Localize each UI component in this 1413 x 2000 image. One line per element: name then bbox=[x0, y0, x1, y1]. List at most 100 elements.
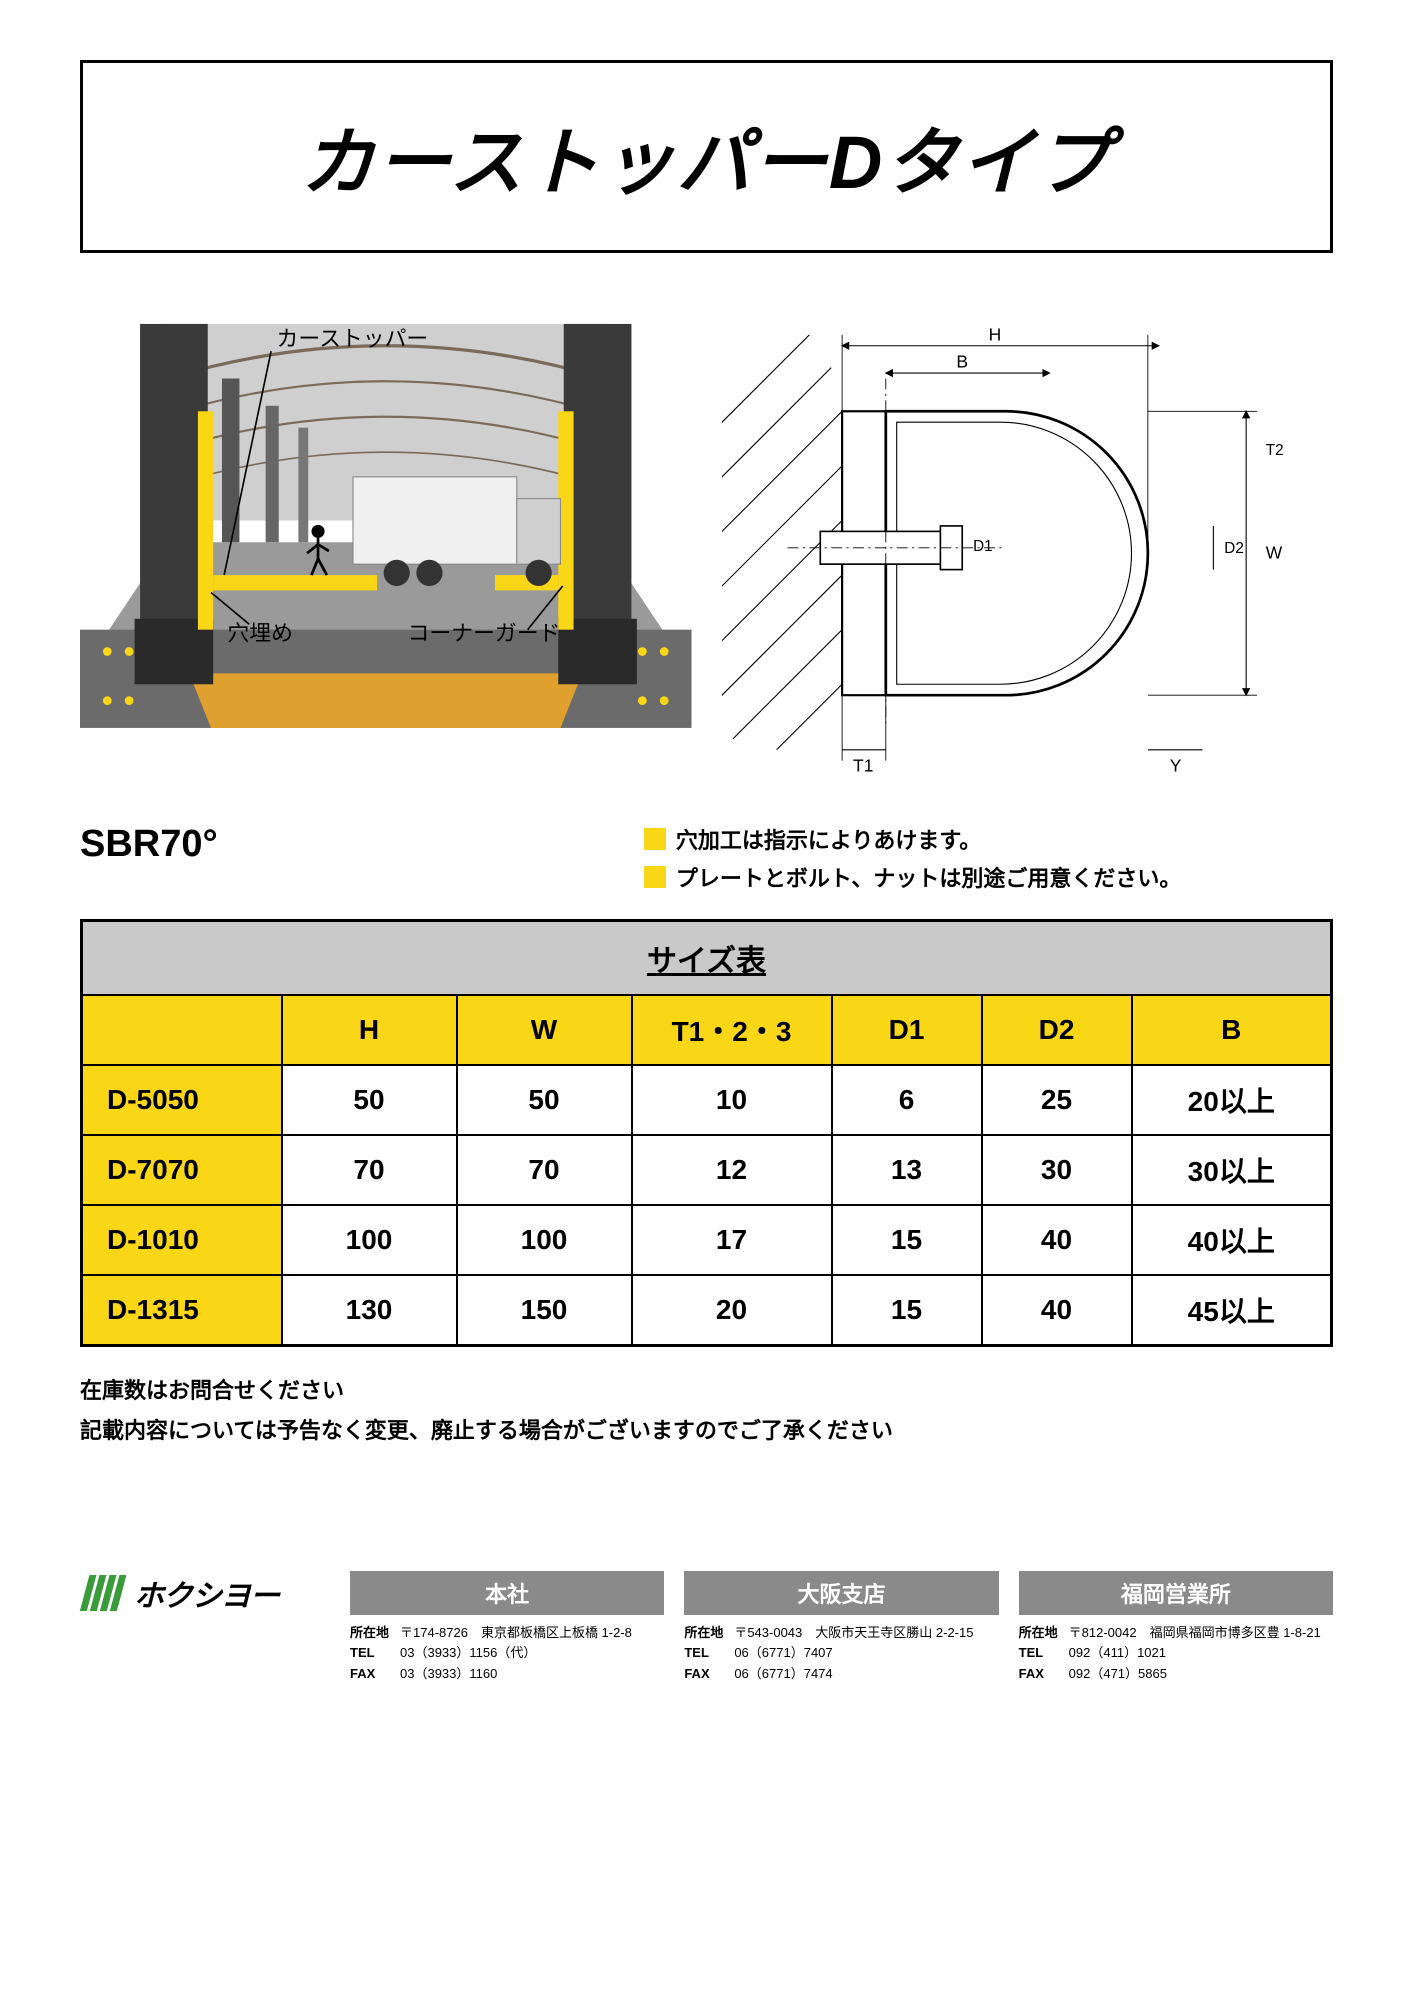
notes-block: 穴加工は指示によりあけます。 プレートとボルト、ナットは別途ご用意ください。 bbox=[644, 823, 1333, 899]
office-body: 所在地〒174-8726 東京都板橋区上板橋 1-2-8TEL03（3933）1… bbox=[350, 1623, 664, 1685]
table-cell: 40以上 bbox=[1132, 1205, 1332, 1275]
office-info-row: TEL 03（3933）1156（代） bbox=[350, 1643, 664, 1664]
table-cell: 150 bbox=[457, 1275, 632, 1346]
mid-row: SBR70° 穴加工は指示によりあけます。 プレートとボルト、ナットは別途ご用意… bbox=[80, 823, 1333, 899]
office-info-value: 03（3933）1156（代） bbox=[400, 1643, 536, 1664]
note-1-text: 穴加工は指示によりあけます。 bbox=[676, 823, 981, 855]
dim-b: B bbox=[956, 352, 968, 372]
technical-drawing: H B D1 W D2 T2 T1 Y bbox=[722, 313, 1334, 793]
note-marker-icon bbox=[644, 866, 666, 888]
table-row-label: D-7070 bbox=[82, 1135, 282, 1205]
table-title: サイズ表 bbox=[82, 921, 1332, 996]
technical-svg: H B D1 W D2 T2 T1 Y bbox=[722, 313, 1334, 793]
office-body: 所在地〒812-0042 福岡県福岡市博多区豊 1-8-21TEL092（411… bbox=[1019, 1623, 1333, 1685]
installation-illustration: カーストッパー 穴埋め コーナーガード bbox=[80, 313, 692, 793]
sbr-label: SBR70° bbox=[80, 823, 644, 866]
disclaimer-1: 在庫数はお問合せください bbox=[80, 1371, 1333, 1411]
office-info-row: 所在地〒812-0042 福岡県福岡市博多区豊 1-8-21 bbox=[1019, 1623, 1333, 1644]
office-info-row: TEL06（6771）7407 bbox=[684, 1643, 998, 1664]
note-2-text: プレートとボルト、ナットは別途ご用意ください。 bbox=[676, 861, 1182, 893]
office-info-row: 所在地〒543-0043 大阪市天王寺区勝山 2-2-15 bbox=[684, 1623, 998, 1644]
table-cell: 15 bbox=[832, 1205, 982, 1275]
office-info-row: FAX 06（6771）7474 bbox=[684, 1664, 998, 1685]
table-cell: 130 bbox=[282, 1275, 457, 1346]
table-cell: 20以上 bbox=[1132, 1065, 1332, 1135]
table-cell: 12 bbox=[632, 1135, 832, 1205]
table-row-label: D-1315 bbox=[82, 1275, 282, 1346]
office-info-row: TEL092（411）1021 bbox=[1019, 1643, 1333, 1664]
office-header: 福岡営業所 bbox=[1019, 1571, 1333, 1615]
table-cell: 30 bbox=[982, 1135, 1132, 1205]
table-row-label: D-5050 bbox=[82, 1065, 282, 1135]
table-cell: 70 bbox=[282, 1135, 457, 1205]
logo-mark-icon bbox=[80, 1573, 126, 1613]
table-title-row: サイズ表 bbox=[82, 921, 1332, 996]
dim-h: H bbox=[988, 324, 1001, 344]
office-info-value: 〒174-8726 東京都板橋区上板橋 1-2-8 bbox=[400, 1623, 632, 1644]
note-2: プレートとボルト、ナットは別途ご用意ください。 bbox=[644, 861, 1333, 893]
office-info-value: 092（411）1021 bbox=[1069, 1643, 1166, 1664]
table-cell: 13 bbox=[832, 1135, 982, 1205]
office-body: 所在地〒543-0043 大阪市天王寺区勝山 2-2-15TEL06（6771）… bbox=[684, 1623, 998, 1685]
office-header: 大阪支店 bbox=[684, 1571, 998, 1615]
company-name: ホクシヨー bbox=[134, 1571, 279, 1615]
table-body: D-505050501062520以上D-7070707012133030以上D… bbox=[82, 1065, 1332, 1346]
dim-t1: T1 bbox=[853, 756, 873, 776]
office-info-value: 〒812-0042 福岡県福岡市博多区豊 1-8-21 bbox=[1069, 1623, 1321, 1644]
table-col-header: D1 bbox=[832, 995, 982, 1065]
dim-w: W bbox=[1265, 543, 1282, 563]
office-info-value: 06（6771）7407 bbox=[734, 1643, 832, 1664]
office-info-label: 所在地 bbox=[684, 1623, 726, 1644]
table-col-header: W bbox=[457, 995, 632, 1065]
table-cell: 15 bbox=[832, 1275, 982, 1346]
table-cell: 50 bbox=[282, 1065, 457, 1135]
table-cell: 17 bbox=[632, 1205, 832, 1275]
table-cell: 6 bbox=[832, 1065, 982, 1135]
table-cell: 50 bbox=[457, 1065, 632, 1135]
office-header: 本社 bbox=[350, 1571, 664, 1615]
table-cell: 40 bbox=[982, 1275, 1132, 1346]
size-table: サイズ表 HWT1・2・3D1D2B D-505050501062520以上D-… bbox=[80, 919, 1333, 1347]
table-cell: 70 bbox=[457, 1135, 632, 1205]
dim-d1: D1 bbox=[973, 538, 993, 555]
table-cell: 40 bbox=[982, 1205, 1132, 1275]
table-col-header: B bbox=[1132, 995, 1332, 1065]
office-hq: 本社所在地〒174-8726 東京都板橋区上板橋 1-2-8TEL03（3933… bbox=[350, 1571, 664, 1685]
table-row: D-101010010017154040以上 bbox=[82, 1205, 1332, 1275]
office-info-label: FAX bbox=[684, 1664, 726, 1685]
office-info-label: TEL bbox=[350, 1643, 392, 1664]
table-cell: 10 bbox=[632, 1065, 832, 1135]
table-cell: 30以上 bbox=[1132, 1135, 1332, 1205]
footer: ホクシヨー 本社所在地〒174-8726 東京都板橋区上板橋 1-2-8TEL0… bbox=[80, 1571, 1333, 1685]
office-info-label: 所在地 bbox=[350, 1623, 392, 1644]
disclaimer-block: 在庫数はお問合せください 記載内容については予告なく変更、廃止する場合がございま… bbox=[80, 1371, 1333, 1450]
office-fukuoka: 福岡営業所所在地〒812-0042 福岡県福岡市博多区豊 1-8-21TEL09… bbox=[1019, 1571, 1333, 1685]
table-cell: 25 bbox=[982, 1065, 1132, 1135]
office-info-value: 06（6771）7474 bbox=[734, 1664, 832, 1685]
dim-d2: D2 bbox=[1224, 540, 1244, 557]
dim-y: Y bbox=[1169, 756, 1181, 776]
label-ana-ume: 穴埋め bbox=[227, 621, 292, 646]
table-row: D-7070707012133030以上 bbox=[82, 1135, 1332, 1205]
table-col-header bbox=[82, 995, 282, 1065]
office-info-row: 所在地〒174-8726 東京都板橋区上板橋 1-2-8 bbox=[350, 1623, 664, 1644]
dim-t2: T2 bbox=[1265, 442, 1283, 459]
office-info-value: 03（3933）1160 bbox=[400, 1664, 497, 1685]
table-row: D-505050501062520以上 bbox=[82, 1065, 1332, 1135]
table-cell: 100 bbox=[282, 1205, 457, 1275]
table-row-label: D-1010 bbox=[82, 1205, 282, 1275]
table-col-header: D2 bbox=[982, 995, 1132, 1065]
table-row: D-131513015020154045以上 bbox=[82, 1275, 1332, 1346]
table-col-header: H bbox=[282, 995, 457, 1065]
label-corner-guard: コーナーガード bbox=[408, 621, 561, 646]
table-cell: 20 bbox=[632, 1275, 832, 1346]
table-cell: 45以上 bbox=[1132, 1275, 1332, 1346]
table-header-row: HWT1・2・3D1D2B bbox=[82, 995, 1332, 1065]
office-info-label: 所在地 bbox=[1019, 1623, 1061, 1644]
office-info-row: FAX092（471）5865 bbox=[1019, 1664, 1333, 1685]
label-car-stopper: カーストッパー bbox=[277, 326, 429, 351]
office-info-value: 〒543-0043 大阪市天王寺区勝山 2-2-15 bbox=[734, 1623, 973, 1644]
table-col-header: T1・2・3 bbox=[632, 995, 832, 1065]
note-marker-icon bbox=[644, 828, 666, 850]
diagram-row: カーストッパー 穴埋め コーナーガード bbox=[80, 313, 1333, 793]
